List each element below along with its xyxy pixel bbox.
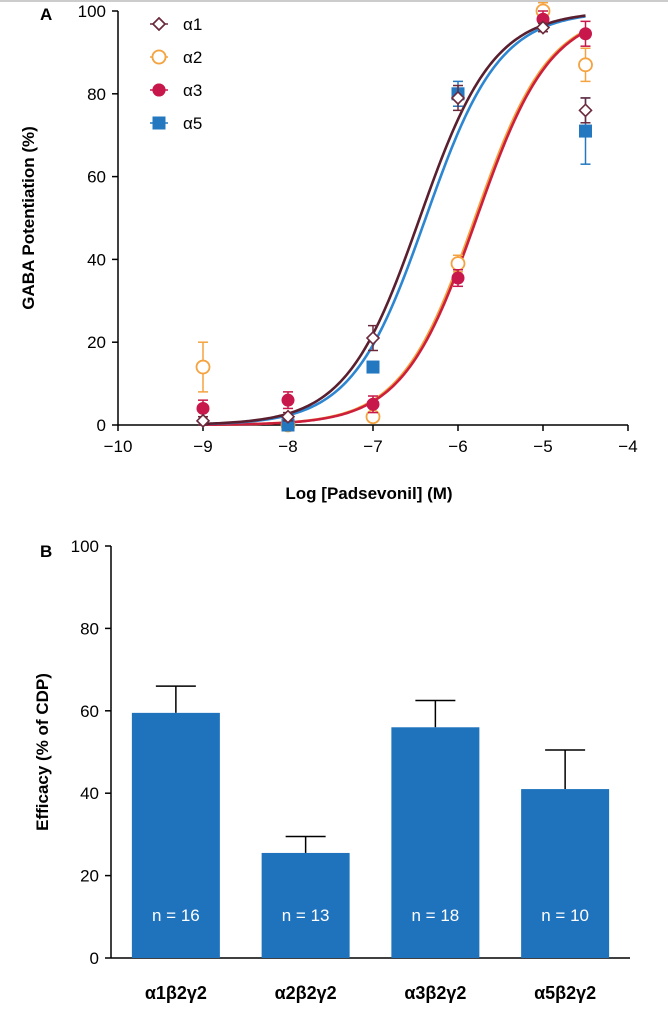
data-point-a5 xyxy=(579,124,592,138)
panel-b-y-tick-label: 60 xyxy=(80,702,99,721)
data-point-a5 xyxy=(281,418,295,432)
bar xyxy=(391,727,480,958)
panel-b: B Efficacy (% of CDP) 0 20 40 60 80 100 n = 1… xyxy=(33,537,630,1003)
panel-a-letter: A xyxy=(40,5,52,24)
panel-a: A GABA Potentiation (%) Log [Padsevonil]… xyxy=(19,1,638,503)
panel-a-points xyxy=(195,1,593,433)
panel-b-y-tick-label: 0 xyxy=(90,949,99,968)
panel-b-y-tick-label: 20 xyxy=(80,867,99,886)
data-point-a1 xyxy=(450,90,466,106)
data-point-a2 xyxy=(578,57,593,73)
panel-a-x-tick-label: −10 xyxy=(104,437,133,456)
data-point-a2 xyxy=(450,256,466,271)
legend-label-a1: α1 xyxy=(183,15,202,34)
data-point-a3 xyxy=(366,397,380,411)
data-point-a3 xyxy=(196,401,210,415)
panel-a-axes: −10 −9 −8 −7 −6 −5 −4 0 20 40 60 80 100 xyxy=(78,2,638,456)
panel-a-y-tick-label: 20 xyxy=(87,333,106,352)
bar-category-label: α1β2γ2 xyxy=(145,983,207,1003)
panel-a-x-tick-label: −8 xyxy=(278,437,297,456)
panel-a-y-axis-title: GABA Potentiation (%) xyxy=(19,126,38,310)
data-point-a1 xyxy=(578,103,593,118)
panel-a-y-tick-label: 40 xyxy=(87,250,106,269)
bar-n-label: n = 18 xyxy=(412,906,460,925)
data-point-a1 xyxy=(365,330,381,346)
panel-a-x-tick-label: −9 xyxy=(193,437,212,456)
panel-a-curves xyxy=(202,14,587,427)
bar-n-label: n = 10 xyxy=(541,906,589,925)
panel-a-y-tick-label: 80 xyxy=(87,85,106,104)
panel-b-y-axis-title: Efficacy (% of CDP) xyxy=(33,673,52,831)
data-point-a1 xyxy=(280,409,296,424)
legend-label-a3: α3 xyxy=(183,81,202,100)
legend-marker-a2 xyxy=(151,49,167,65)
bar-category-label: α2β2γ2 xyxy=(275,983,337,1003)
data-point-a1 xyxy=(195,413,211,428)
panel-b-bars: n = 16 α1β2γ2 n = 13 α2β2γ2 n = 18 α3β2γ2 n = … xyxy=(131,685,610,1003)
data-point-a5 xyxy=(366,360,380,374)
legend-marker-a3 xyxy=(152,83,166,97)
bar-n-label: n = 13 xyxy=(282,906,330,925)
panel-b-y-tick-label: 100 xyxy=(71,537,99,556)
panel-a-x-tick-label: −4 xyxy=(618,437,637,456)
bar xyxy=(131,712,220,958)
legend-label-a5: α5 xyxy=(183,114,202,133)
panel-a-y-tick-label: 60 xyxy=(87,168,106,187)
panel-a-x-axis-title: Log [Padsevonil] (M) xyxy=(285,484,452,503)
panel-b-letter: B xyxy=(40,542,52,561)
data-point-a3 xyxy=(281,393,295,407)
panel-a-x-tick-label: −7 xyxy=(363,437,382,456)
curve-a1 xyxy=(202,14,586,426)
panel-a-x-tick-label: −6 xyxy=(448,437,467,456)
panel-a-y-tick-label: 0 xyxy=(97,416,106,435)
panel-a-x-tick-label: −5 xyxy=(533,437,552,456)
data-point-a1 xyxy=(535,20,551,35)
bar xyxy=(261,852,350,958)
bar-category-label: α5β2γ2 xyxy=(534,983,596,1003)
data-point-a2 xyxy=(195,359,211,375)
panel-b-y-tick-label: 40 xyxy=(80,784,99,803)
curve-a3 xyxy=(202,30,587,427)
panel-b-y-tick-label: 80 xyxy=(80,619,99,638)
data-point-a3 xyxy=(451,271,465,285)
data-point-a3 xyxy=(579,27,592,41)
bar-category-label: α3β2γ2 xyxy=(404,983,466,1003)
legend-marker-a5 xyxy=(152,116,166,130)
panel-a-y-tick-label: 100 xyxy=(78,2,106,21)
bar-n-label: n = 16 xyxy=(152,906,200,925)
legend-label-a2: α2 xyxy=(183,48,202,67)
data-point-a3 xyxy=(536,12,550,26)
bar xyxy=(521,789,610,958)
legend-marker-a1 xyxy=(151,16,167,32)
panel-a-legend: α1 α2 α3 α5 xyxy=(150,15,202,133)
